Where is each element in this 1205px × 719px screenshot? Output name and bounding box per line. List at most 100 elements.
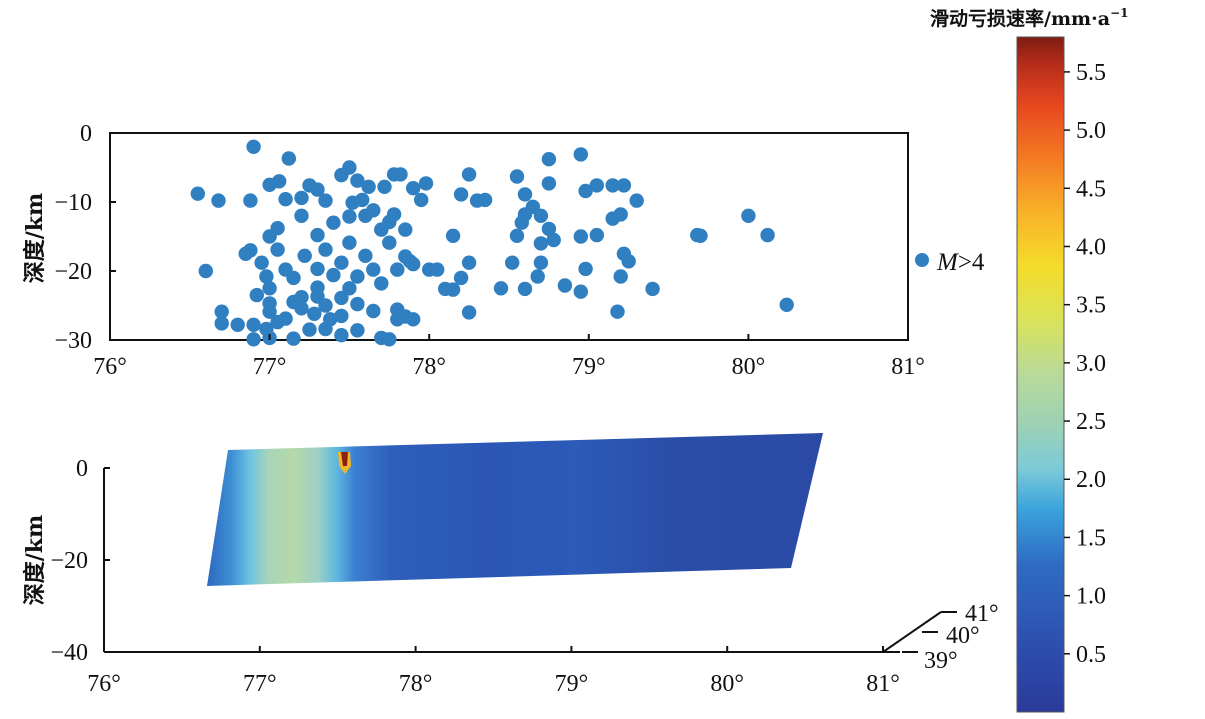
colorbar-tick-label: 2.0	[1076, 467, 1106, 493]
scatter-point	[541, 221, 557, 237]
z-tick-label: 40°	[946, 623, 980, 649]
legend-marker	[915, 253, 929, 267]
scatter-point	[693, 228, 708, 243]
colorbar-ticks: 5.5 5.0 4.5 4.0 3.5 3.0 2.5 2.0 1.5 1.0 0.5	[1064, 60, 1106, 668]
scatter-point	[246, 332, 261, 347]
scatter-point	[286, 294, 301, 310]
scatter-point	[621, 254, 636, 269]
scatter-point	[438, 281, 453, 297]
y-tick-label: −20	[54, 259, 92, 285]
scatter-point	[214, 304, 229, 319]
scatter-point	[238, 246, 253, 261]
scatter-point	[541, 176, 557, 191]
scatter-point	[323, 312, 338, 327]
scatter-point	[546, 232, 561, 248]
y-tick-label: −10	[54, 190, 92, 216]
scatter-point	[645, 281, 660, 297]
scatter-point	[406, 312, 421, 327]
slab-z-axis-line	[882, 611, 942, 653]
scatter-point	[281, 151, 296, 166]
scatter-point	[573, 284, 588, 299]
colorbar-tick-label: 1.0	[1076, 584, 1106, 610]
y-tick-label: −30	[54, 328, 92, 354]
colorbar-tick-label: 2.5	[1076, 409, 1106, 435]
scatter-point	[453, 270, 469, 286]
scatter-point	[509, 228, 525, 243]
scatter-point	[390, 262, 405, 277]
scatter-point	[533, 255, 549, 270]
x-tick-label: 81°	[866, 671, 900, 697]
scatter-point	[326, 215, 341, 230]
scatter-point	[342, 209, 357, 224]
z-tick-label: 39°	[924, 648, 958, 674]
scatter-point	[262, 296, 277, 311]
y-tick-label: 0	[76, 456, 88, 482]
scatter-point	[406, 181, 421, 196]
colorbar-gradient	[1016, 36, 1065, 713]
scatter-point	[366, 262, 381, 277]
x-tick-label: 80°	[732, 354, 766, 380]
slab-z-axis: 41°40°39°	[902, 601, 999, 674]
scatter-point	[613, 207, 628, 222]
scatter-point	[578, 183, 593, 199]
scatter-point	[613, 269, 628, 284]
scatter-point	[616, 178, 632, 193]
x-tick-label: 80°	[710, 671, 744, 697]
y-tick-label: 0	[80, 121, 92, 147]
x-tick-label: 77°	[243, 671, 277, 697]
scatter-point	[334, 308, 349, 324]
slab-panel: 76° 77° 78° 79° 80° 81° 0 −20 −40 41°40°39° 深度/…	[22, 433, 999, 697]
scatter-point	[760, 227, 775, 243]
scatter-point	[334, 255, 349, 270]
scatter-point	[249, 287, 264, 303]
scatter-point	[493, 281, 509, 296]
scatter-point	[350, 173, 365, 188]
colorbar-tick-label: 3.0	[1076, 351, 1106, 377]
scatter-point	[418, 176, 434, 191]
scatter-point	[259, 321, 274, 337]
colorbar: 滑动亏损速率/mm·a−1 5.5 5.0 4.5 4.0 3.5 3.0 2.5 2.0 1.…	[930, 6, 1128, 713]
scatter-legend: M>4	[915, 249, 985, 276]
scatter-point	[610, 304, 625, 319]
colorbar-tick-label: 4.5	[1076, 176, 1106, 202]
x-tick-label: 79°	[555, 671, 589, 697]
scatter-point	[573, 229, 588, 244]
scatter-point	[390, 302, 405, 317]
scatter-point	[230, 317, 245, 332]
x-tick-label: 77°	[253, 354, 287, 380]
scatter-point	[398, 222, 413, 237]
scatter-point	[345, 195, 360, 210]
legend-label: M>4	[936, 249, 985, 276]
slab-x-axis: 76° 77° 78° 79° 80° 81°	[87, 646, 900, 697]
scatter-point	[461, 167, 477, 182]
y-tick-label: −20	[50, 548, 88, 574]
x-tick-label: 76°	[93, 354, 127, 380]
scatter-point	[430, 262, 445, 277]
scatter-point	[318, 193, 333, 208]
scatter-point	[270, 242, 285, 257]
scatter-point	[278, 192, 293, 207]
scatter-point	[342, 281, 357, 296]
scatter-point	[350, 296, 365, 312]
scatter-point	[342, 160, 357, 175]
scatter-point	[310, 289, 325, 304]
scatter-point	[541, 152, 557, 167]
scatter-point	[605, 178, 620, 193]
scatter-point	[350, 269, 365, 284]
slab-fault-surface	[207, 433, 823, 586]
scatter-point	[246, 139, 261, 154]
scatter-point	[310, 261, 325, 277]
x-tick-label: 79°	[572, 354, 606, 380]
scatter-point	[589, 178, 604, 193]
scatter-x-axis: 76° 77° 78° 79° 80° 81°	[93, 334, 925, 380]
scatter-point	[254, 255, 269, 270]
scatter-point	[629, 193, 644, 208]
scatter-point	[211, 193, 226, 208]
scatter-y-axis-label: 深度/km	[22, 193, 48, 284]
scatter-point	[294, 190, 309, 206]
scatter-point	[214, 316, 229, 331]
scatter-point	[530, 269, 545, 284]
scatter-point	[741, 208, 756, 223]
scatter-point	[350, 323, 365, 338]
x-tick-label: 81°	[891, 354, 925, 380]
